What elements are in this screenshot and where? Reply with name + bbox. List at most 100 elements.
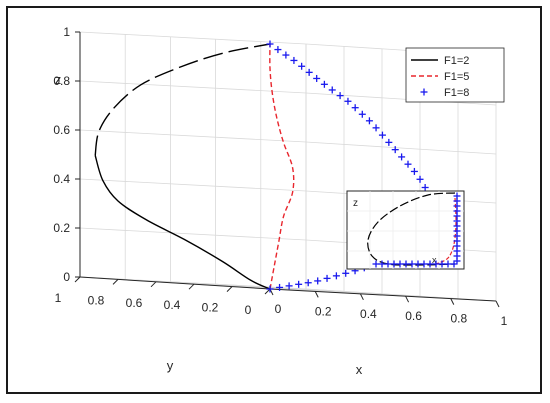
y-tick-label: 0.4 bbox=[164, 298, 181, 312]
y-tick bbox=[226, 286, 233, 292]
x-tick bbox=[359, 293, 364, 301]
grid-line bbox=[305, 141, 497, 155]
series-f1-8-marker bbox=[410, 167, 418, 175]
grid-line bbox=[79, 178, 307, 192]
grid-line bbox=[79, 31, 307, 45]
y-tick bbox=[188, 283, 195, 290]
inset-f1-8-marker bbox=[420, 260, 428, 268]
z-axis-label: z bbox=[55, 72, 62, 87]
inset-f1-8-marker bbox=[378, 260, 386, 268]
series-f1-8-marker bbox=[398, 153, 406, 161]
inset-x-label: x bbox=[432, 255, 437, 265]
x-tick-label: 0.4 bbox=[360, 307, 377, 321]
series-f1-8-marker bbox=[344, 97, 352, 105]
series-f1-8-marker bbox=[295, 280, 303, 288]
series-f1-8-marker bbox=[342, 269, 350, 277]
series-f1-8-marker bbox=[416, 175, 424, 183]
series-f1-8-marker bbox=[378, 131, 386, 139]
x-tick bbox=[405, 295, 410, 303]
series-f1-8-marker bbox=[391, 146, 399, 154]
inset-f1-8-marker bbox=[390, 260, 398, 268]
series-f1-8-marker bbox=[266, 40, 274, 48]
x-tick-label: 1 bbox=[501, 314, 508, 328]
legend-box bbox=[405, 47, 505, 103]
series-f1-8-marker bbox=[404, 160, 412, 168]
series-f1-8-marker bbox=[304, 279, 312, 287]
series-f1-8-marker bbox=[336, 92, 344, 100]
grid-line bbox=[79, 129, 307, 143]
series-f1-8-marker bbox=[328, 86, 336, 94]
inset-panel: zx bbox=[346, 190, 465, 270]
inset-f1-8-marker bbox=[402, 260, 410, 268]
legend-label: F1=5 bbox=[444, 71, 469, 83]
series-f1-8-marker bbox=[314, 277, 322, 285]
series-f1-8-marker bbox=[285, 282, 293, 290]
y-tick bbox=[112, 279, 119, 285]
inset-f1-8-marker bbox=[450, 260, 458, 268]
y-tick-label: 0.6 bbox=[126, 296, 143, 310]
series-f1-2-line bbox=[94, 155, 271, 290]
y-axis-line bbox=[79, 276, 271, 290]
inset-f1-8-marker bbox=[414, 260, 422, 268]
inset-f1-2-line bbox=[367, 192, 456, 266]
x-tick bbox=[450, 298, 455, 305]
legend: F1=2 F1=5 F1=8 bbox=[405, 47, 505, 103]
series-f1-8-marker bbox=[290, 56, 298, 64]
series-f1-8-marker bbox=[305, 68, 313, 76]
series-f1-8-marker bbox=[320, 80, 328, 88]
series-f1-8-marker bbox=[266, 285, 274, 293]
figure-frame: 0 0.2 0.4 0.6 0.8 1 0 0.2 0.4 0.6 0.8 1 0 0.2 0.4 0.6 0.… bbox=[6, 6, 542, 394]
x-tick-label: 0.8 bbox=[450, 312, 467, 326]
inset-f1-8-marker bbox=[372, 260, 380, 268]
series-f1-8-marker bbox=[372, 124, 380, 132]
series-f1-8-marker bbox=[313, 74, 321, 82]
inset-f1-8-marker bbox=[384, 260, 392, 268]
series-f1-8-marker bbox=[282, 51, 290, 59]
y-tick-label: 0.2 bbox=[202, 301, 219, 315]
series-f1-8-marker bbox=[332, 272, 340, 280]
grid-line bbox=[79, 227, 307, 241]
series-f1-8-marker bbox=[365, 117, 373, 125]
series-f1-8-marker bbox=[421, 184, 429, 192]
z-tick-label: 0.4 bbox=[53, 172, 70, 186]
series-f1-8-marker bbox=[276, 283, 284, 291]
x-axis-line bbox=[269, 288, 497, 302]
inset-f1-8-marker bbox=[396, 260, 404, 268]
inset-f1-8-marker bbox=[438, 260, 446, 268]
z-tick-label: 0.2 bbox=[53, 221, 70, 235]
x-axis-label: x bbox=[356, 362, 363, 377]
series-f1-8-marker bbox=[385, 138, 393, 146]
series-f1-2-line bbox=[94, 43, 271, 156]
z-tick-label: 0 bbox=[63, 270, 70, 284]
legend-label: F1=8 bbox=[444, 87, 469, 99]
y-tick bbox=[264, 288, 271, 295]
axes: 0 0.2 0.4 0.6 0.8 100.20.40.60.8100.20.40.60.… bbox=[53, 25, 507, 377]
legend-marker bbox=[420, 88, 428, 96]
series-f1-8-marker bbox=[351, 104, 359, 112]
inset-f1-8-marker bbox=[432, 260, 440, 268]
y-tick-label: 0 bbox=[245, 303, 252, 317]
inset-f1-8-marker bbox=[426, 260, 434, 268]
x-tick-label: 0 bbox=[275, 302, 282, 316]
y-tick-label: 1 bbox=[55, 291, 62, 305]
series-f1-8-marker bbox=[298, 62, 306, 70]
inset-f1-8-marker bbox=[408, 260, 416, 268]
inset-box bbox=[346, 190, 465, 270]
grid-line bbox=[79, 80, 307, 94]
z-tick-label: 0.6 bbox=[53, 123, 70, 137]
inset-z-label: z bbox=[353, 198, 358, 209]
x-tick bbox=[314, 291, 319, 298]
series-f1-8-marker bbox=[274, 46, 282, 54]
y-tick-label: 0.8 bbox=[88, 293, 105, 307]
x-tick-label: 0.2 bbox=[315, 304, 332, 318]
legend-label: F1=2 bbox=[444, 55, 469, 67]
x-tick bbox=[495, 300, 500, 308]
inset-f1-8-marker bbox=[444, 260, 452, 268]
x-tick-label: 0.6 bbox=[405, 309, 422, 323]
y-axis-label: y bbox=[167, 358, 174, 373]
inset-f1-8-marker bbox=[453, 257, 461, 265]
series-f1-5-line bbox=[269, 43, 295, 290]
series-f1-8-marker bbox=[358, 110, 366, 118]
z-tick-label: 0.8 bbox=[53, 74, 70, 88]
z-tick-label: 1 bbox=[63, 25, 70, 39]
